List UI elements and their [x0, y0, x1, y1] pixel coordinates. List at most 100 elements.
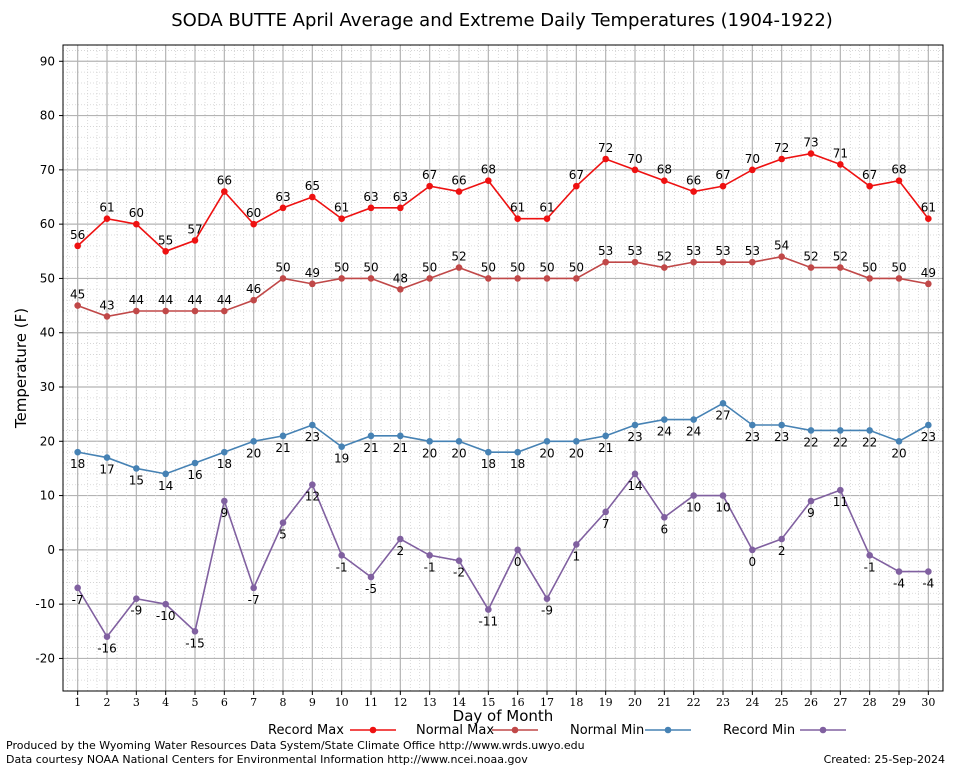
data-point-record-max: [133, 220, 140, 228]
x-tick-label: 25: [775, 696, 789, 709]
data-label-record-min: 14: [627, 479, 642, 493]
legend-item-record-min: Record Min: [723, 723, 846, 738]
data-label-record-min: -15: [185, 636, 205, 650]
data-label-record-max: 70: [745, 152, 760, 166]
data-label-normal-min: 23: [627, 430, 642, 444]
data-point-normal-min: [191, 459, 199, 467]
data-point-normal-max: [133, 307, 140, 315]
data-label-normal-min: 18: [70, 457, 85, 471]
data-label-normal-min: 16: [187, 468, 202, 482]
series-normal-min: 18 17 15 14 16 18 20 21 23 19 21 21 20 20 18 18 20 20 21 23…: [70, 399, 936, 493]
data-label-normal-max: 50: [539, 260, 554, 274]
data-label-normal-max: 52: [803, 250, 818, 264]
data-label-record-min: 6: [661, 522, 669, 536]
x-tick-label: 3: [133, 696, 140, 709]
data-label-normal-max: 50: [363, 260, 378, 274]
data-point-normal-min: [485, 448, 492, 456]
data-point-normal-min: [250, 437, 257, 445]
data-point-record-max: [103, 215, 111, 223]
footer-data-courtesy: Data courtesy NOAA National Centers for …: [6, 753, 528, 766]
data-point-record-max: [866, 182, 873, 190]
data-point-normal-min: [221, 448, 228, 456]
data-label-record-min: 5: [279, 528, 287, 542]
data-label-record-max: 63: [363, 190, 378, 204]
data-point-record-min: [250, 584, 257, 592]
data-point-record-min: [661, 513, 668, 521]
data-point-record-min: [602, 508, 609, 516]
legend-marker: [819, 726, 827, 734]
y-tick-label: 80: [40, 109, 55, 123]
data-label-normal-min: 20: [422, 446, 437, 460]
data-point-normal-max: [573, 275, 580, 282]
x-tick-label: 13: [423, 696, 437, 709]
legend-label: Record Min: [723, 723, 795, 738]
data-label-normal-max: 44: [158, 293, 173, 307]
data-point-normal-min: [631, 421, 639, 429]
data-point-normal-min: [778, 421, 785, 429]
data-label-record-max: 61: [921, 201, 936, 215]
data-point-normal-min: [367, 432, 375, 440]
data-point-normal-max: [631, 258, 639, 266]
data-point-record-min: [749, 546, 756, 554]
data-point-normal-max: [749, 258, 756, 266]
data-point-record-min: [133, 595, 140, 603]
data-point-normal-min: [895, 437, 903, 445]
data-point-record-min: [631, 470, 639, 478]
data-point-record-max: [455, 188, 463, 195]
data-point-record-max: [397, 204, 404, 212]
data-label-record-min: 10: [686, 501, 701, 515]
x-tick-label: 19: [599, 696, 613, 709]
data-point-record-min: [807, 497, 815, 505]
data-label-record-max: 55: [158, 233, 173, 247]
data-point-record-max: [895, 177, 903, 185]
data-point-normal-min: [543, 437, 551, 445]
data-label-normal-min: 23: [305, 430, 320, 444]
data-point-normal-max: [661, 264, 668, 271]
data-point-normal-max: [602, 258, 609, 266]
data-point-record-min: [309, 481, 316, 489]
x-tick-label: 8: [280, 696, 287, 709]
plot-grid: [63, 45, 943, 692]
x-tick-label: 6: [221, 696, 228, 709]
x-tick-label: 12: [393, 696, 407, 709]
series-line-record-min: [76, 472, 929, 639]
data-label-record-max: 67: [862, 168, 877, 182]
x-tick-label: 16: [511, 696, 525, 709]
data-label-normal-min: 24: [686, 425, 701, 439]
data-label-normal-max: 44: [129, 293, 144, 307]
data-point-normal-min: [426, 437, 433, 445]
x-axis-label: Day of Month: [453, 707, 554, 725]
data-label-normal-max: 50: [862, 260, 877, 274]
data-label-normal-max: 49: [305, 266, 320, 280]
data-label-normal-min: 23: [921, 430, 936, 444]
data-point-record-min: [426, 551, 433, 559]
series-normal-max: 45 43 44 44 44 44 46 50 49 50 50 48 50 52 50 50 50 50 53 53…: [70, 239, 936, 320]
data-point-record-max: [162, 247, 169, 255]
data-label-normal-max: 53: [715, 244, 730, 258]
x-tick-label: 22: [687, 696, 701, 709]
y-tick-label: 50: [40, 271, 55, 285]
data-point-record-min: [543, 595, 551, 603]
data-label-normal-max: 54: [774, 239, 789, 253]
data-point-record-max: [74, 242, 81, 250]
data-point-record-max: [719, 182, 727, 190]
legend-label: Record Max: [268, 723, 344, 738]
data-point-normal-min: [103, 454, 111, 461]
data-label-record-max: 68: [481, 163, 496, 177]
data-label-record-min: 12: [305, 490, 320, 504]
data-label-normal-min: 20: [539, 446, 554, 460]
data-point-record-max: [602, 155, 609, 163]
data-label-normal-min: 19: [334, 452, 349, 466]
footer-produced-by: Produced by the Wyoming Water Resources …: [6, 739, 585, 752]
data-label-normal-min: 23: [774, 430, 789, 444]
data-label-record-max: 68: [891, 163, 906, 177]
x-tick-label: 4: [162, 696, 169, 709]
data-point-record-max: [426, 182, 433, 190]
data-label-record-max: 61: [539, 201, 554, 215]
data-point-record-max: [631, 166, 639, 174]
data-label-normal-max: 53: [745, 244, 760, 258]
data-label-record-max: 72: [774, 141, 789, 155]
x-tick-label: 14: [452, 696, 466, 709]
x-axis-ticks: 1 2 3 4 5 6 7 8 9 10 11 12 13 14 15 16 17 18 19 20 21 22 23 24 2…: [74, 691, 935, 709]
